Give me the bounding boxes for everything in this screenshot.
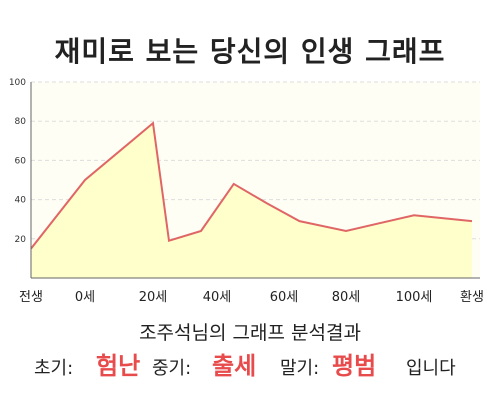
x-tick-label: 0세 <box>75 290 95 305</box>
y-tick-label: 40 <box>15 196 27 206</box>
y-tick-label: 100 <box>9 78 26 88</box>
series-line <box>30 121 473 250</box>
x-tick-label: 전생 <box>19 290 43 305</box>
x-tick-label: 100세 <box>396 290 433 305</box>
analysis-result-title: 조주석님의 그래프 분석결과 <box>139 322 361 344</box>
early-value: 험난 <box>96 352 141 380</box>
x-tick-label: 60세 <box>270 290 299 305</box>
analysis-summary: 초기: 험난 중기: 출세 말기: 평범 입니다 <box>0 346 500 382</box>
x-tick-labels: 전생 0세 20세 40세 60세 80세 100세 환생 <box>19 290 484 305</box>
x-tick-label: 40세 <box>203 290 232 305</box>
y-tick-label: 80 <box>15 117 27 127</box>
early-label: 초기: <box>34 358 74 379</box>
x-tick-label: 80세 <box>332 290 361 305</box>
y-tick-label: 20 <box>15 235 27 245</box>
middle-value: 출세 <box>212 352 257 380</box>
suffix-text: 입니다 <box>406 358 456 379</box>
late-label: 말기: <box>280 358 320 379</box>
series-area <box>31 123 472 278</box>
chart-title: 재미로 보는 당신의 인생 그래프 <box>54 35 446 68</box>
middle-label: 중기: <box>152 358 192 379</box>
x-tick-label: 환생 <box>460 290 484 305</box>
late-value: 평범 <box>332 352 377 380</box>
y-tick-labels: 20 40 60 80 100 <box>9 78 26 245</box>
y-tick-label: 60 <box>15 156 27 166</box>
x-tick-label: 20세 <box>139 290 168 305</box>
